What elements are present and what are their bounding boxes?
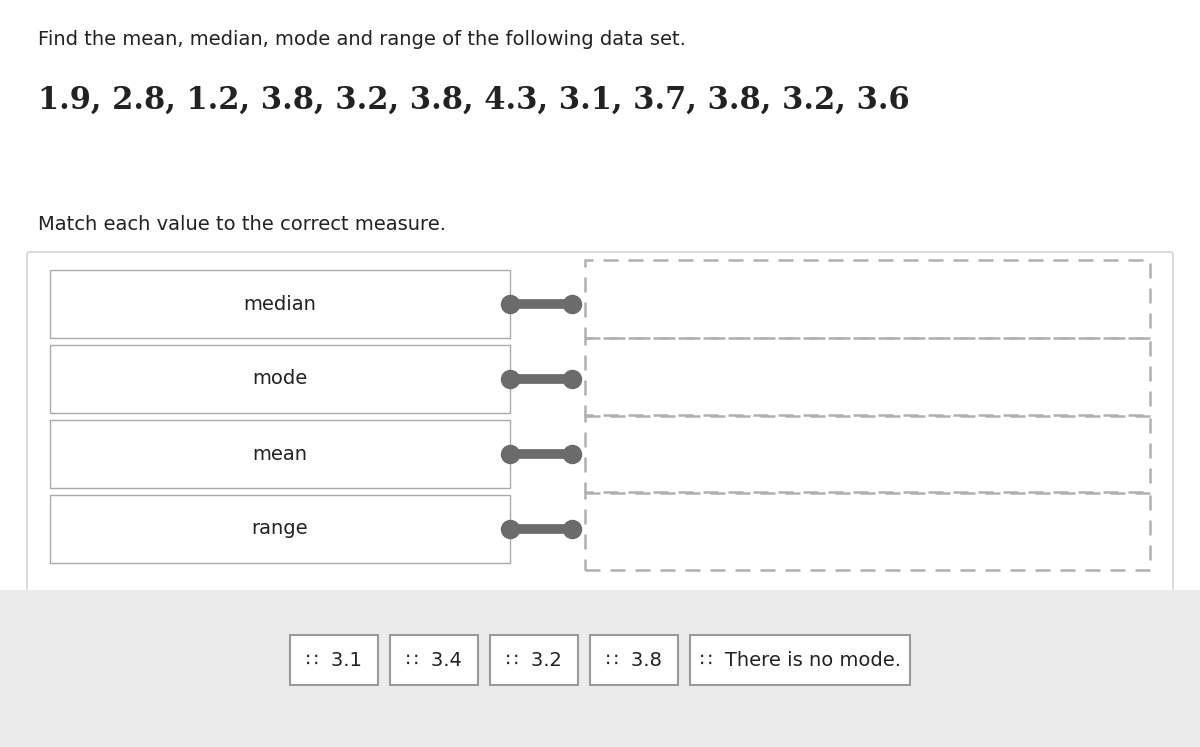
Bar [586,492,1150,570]
Text: ∷  3.2: ∷ 3.2 [506,651,562,669]
FancyBboxPatch shape [28,252,1174,593]
Text: range: range [252,519,308,539]
Bar [586,260,1150,338]
Text: median: median [244,294,317,314]
Bar [50,420,510,488]
Bar [586,415,1150,493]
Text: 1.9, 2.8, 1.2, 3.8, 3.2, 3.8, 4.3, 3.1, 3.7, 3.8, 3.2, 3.6: 1.9, 2.8, 1.2, 3.8, 3.2, 3.8, 4.3, 3.1, … [38,85,910,116]
Text: ∷  3.8: ∷ 3.8 [606,651,662,669]
Bar [0,590,1200,747]
Bar [590,635,678,685]
Polygon shape [510,592,570,610]
Bar [390,635,478,685]
Bar [50,345,510,413]
Text: ∷  There is no mode.: ∷ There is no mode. [700,651,900,669]
Bar [490,635,578,685]
Bar [690,635,910,685]
Bar [290,635,378,685]
Bar [586,338,1150,416]
Bar [50,270,510,338]
Text: ∷  3.1: ∷ 3.1 [306,651,362,669]
Text: mode: mode [252,370,307,388]
Text: ∷  3.4: ∷ 3.4 [406,651,462,669]
Text: Match each value to the correct measure.: Match each value to the correct measure. [38,215,446,234]
Bar [50,495,510,563]
Text: Find the mean, median, mode and range of the following data set.: Find the mean, median, mode and range of… [38,30,686,49]
Text: mean: mean [252,444,307,463]
